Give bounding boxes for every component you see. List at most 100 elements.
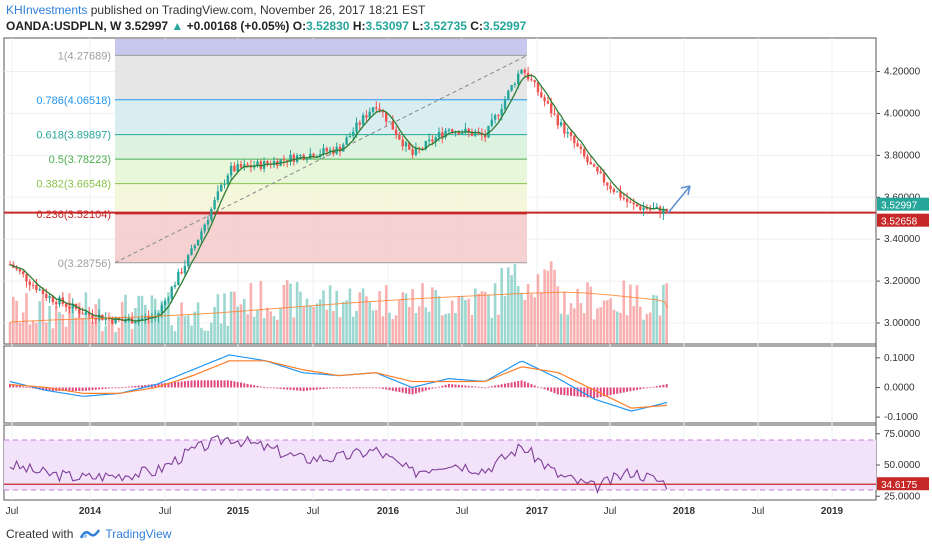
volume-bar <box>454 312 457 344</box>
macd-histogram-bar <box>193 380 196 388</box>
macd-histogram-bar <box>32 387 35 389</box>
candle-body <box>91 314 94 319</box>
macd-histogram-bar <box>296 387 299 391</box>
macd-histogram-bar <box>550 387 553 392</box>
candle-body <box>193 245 196 249</box>
candle-body <box>639 206 642 210</box>
arrow-head-icon <box>680 185 691 196</box>
macd-histogram-bar <box>655 386 658 388</box>
volume-bar <box>312 306 315 344</box>
volume-bar <box>216 294 220 344</box>
volume-bar <box>167 292 170 344</box>
volume-bar <box>381 316 385 344</box>
candle-body <box>31 284 35 286</box>
candle-body <box>361 115 365 125</box>
macd-histogram-bar <box>335 387 338 389</box>
candle-body <box>177 271 180 286</box>
candle-body <box>543 97 546 102</box>
macd-histogram-bar <box>141 385 143 388</box>
macd-histogram-bar <box>385 387 388 390</box>
volume-bar <box>589 286 593 344</box>
macd-histogram-bar <box>362 387 365 389</box>
volume-bar <box>652 294 655 344</box>
macd-histogram-bar <box>352 387 355 389</box>
volume-bar <box>87 313 91 344</box>
author-link[interactable]: KHInvestments <box>6 3 88 17</box>
rsi-line <box>9 434 668 494</box>
volume-bar <box>120 301 124 344</box>
candle-body <box>28 281 31 285</box>
macd-histogram-bar <box>299 387 302 391</box>
candle-body <box>322 148 325 155</box>
candle-body <box>345 137 348 145</box>
volume-bar <box>441 315 444 344</box>
candle-body <box>78 308 81 314</box>
candle-body <box>503 99 507 109</box>
candle-body <box>38 289 41 291</box>
macd-histogram-bar <box>240 382 242 388</box>
macd-histogram-bar <box>9 383 11 388</box>
macd-histogram-bar <box>302 387 305 391</box>
macd-histogram-bar <box>408 387 411 395</box>
tradingview-brand[interactable]: TradingView <box>79 527 171 541</box>
candle-body <box>163 300 167 306</box>
projection-arrow <box>667 185 691 214</box>
volume-bar <box>474 288 477 344</box>
macd-histogram-bar <box>216 380 219 388</box>
volume-bar <box>467 298 470 344</box>
macd-histogram-bar <box>553 387 556 394</box>
macd-histogram-bar <box>282 387 285 390</box>
price-label-bg <box>877 197 929 211</box>
volume-bar <box>84 292 88 344</box>
volume-bar <box>536 274 540 344</box>
candle-body <box>365 115 368 118</box>
macd-histogram-bar <box>246 383 249 388</box>
volume-bar <box>193 311 197 344</box>
macd-histogram-bar <box>599 387 602 397</box>
candle-body <box>513 83 517 86</box>
price-label: 3.52658 <box>881 217 918 228</box>
volume-bar <box>483 291 487 344</box>
volume-bar <box>582 313 586 344</box>
price-label: 3.52997 <box>881 201 918 212</box>
macd-histogram-bar <box>223 380 226 388</box>
macd-histogram-bar <box>626 387 629 392</box>
macd-histogram-bar <box>560 387 563 395</box>
candle-body <box>616 191 619 193</box>
candle-body <box>368 111 371 118</box>
volume-bar <box>78 302 81 344</box>
macd-histogram-bar <box>500 384 503 388</box>
macd-histogram-bar <box>210 380 213 388</box>
volume-bar <box>262 317 266 344</box>
macd-histogram-bar <box>494 385 497 388</box>
macd-histogram-bar <box>520 380 523 388</box>
macd-histogram-bar <box>167 382 170 388</box>
volume-bar <box>223 293 226 344</box>
macd-histogram-bar <box>51 387 54 392</box>
macd-histogram-bar <box>78 387 81 392</box>
volume-bar <box>464 299 467 344</box>
volume-bar <box>586 282 589 344</box>
macd-histogram-bar <box>236 381 239 388</box>
volume-bar <box>355 310 358 344</box>
y-tick-label: 3.00000 <box>884 318 921 329</box>
volume-bar <box>41 294 45 344</box>
candle-body <box>328 149 332 152</box>
macd-histogram-bar <box>391 387 394 391</box>
candle-body <box>41 289 45 295</box>
macd-histogram-bar <box>642 387 645 389</box>
macd-histogram-bar <box>546 387 549 391</box>
volume-bar <box>655 295 659 344</box>
volume-bar <box>665 283 668 344</box>
volume-bar <box>243 298 246 344</box>
volume-bar <box>480 291 484 344</box>
candle-body <box>45 294 48 299</box>
volume-bar <box>493 283 497 344</box>
volume-bar <box>173 331 177 344</box>
volume-bar <box>206 330 210 344</box>
volume-bar <box>398 300 401 344</box>
macd-histogram-bar <box>75 387 77 392</box>
volume-bar <box>507 267 510 344</box>
macd-histogram-bar <box>418 387 421 393</box>
